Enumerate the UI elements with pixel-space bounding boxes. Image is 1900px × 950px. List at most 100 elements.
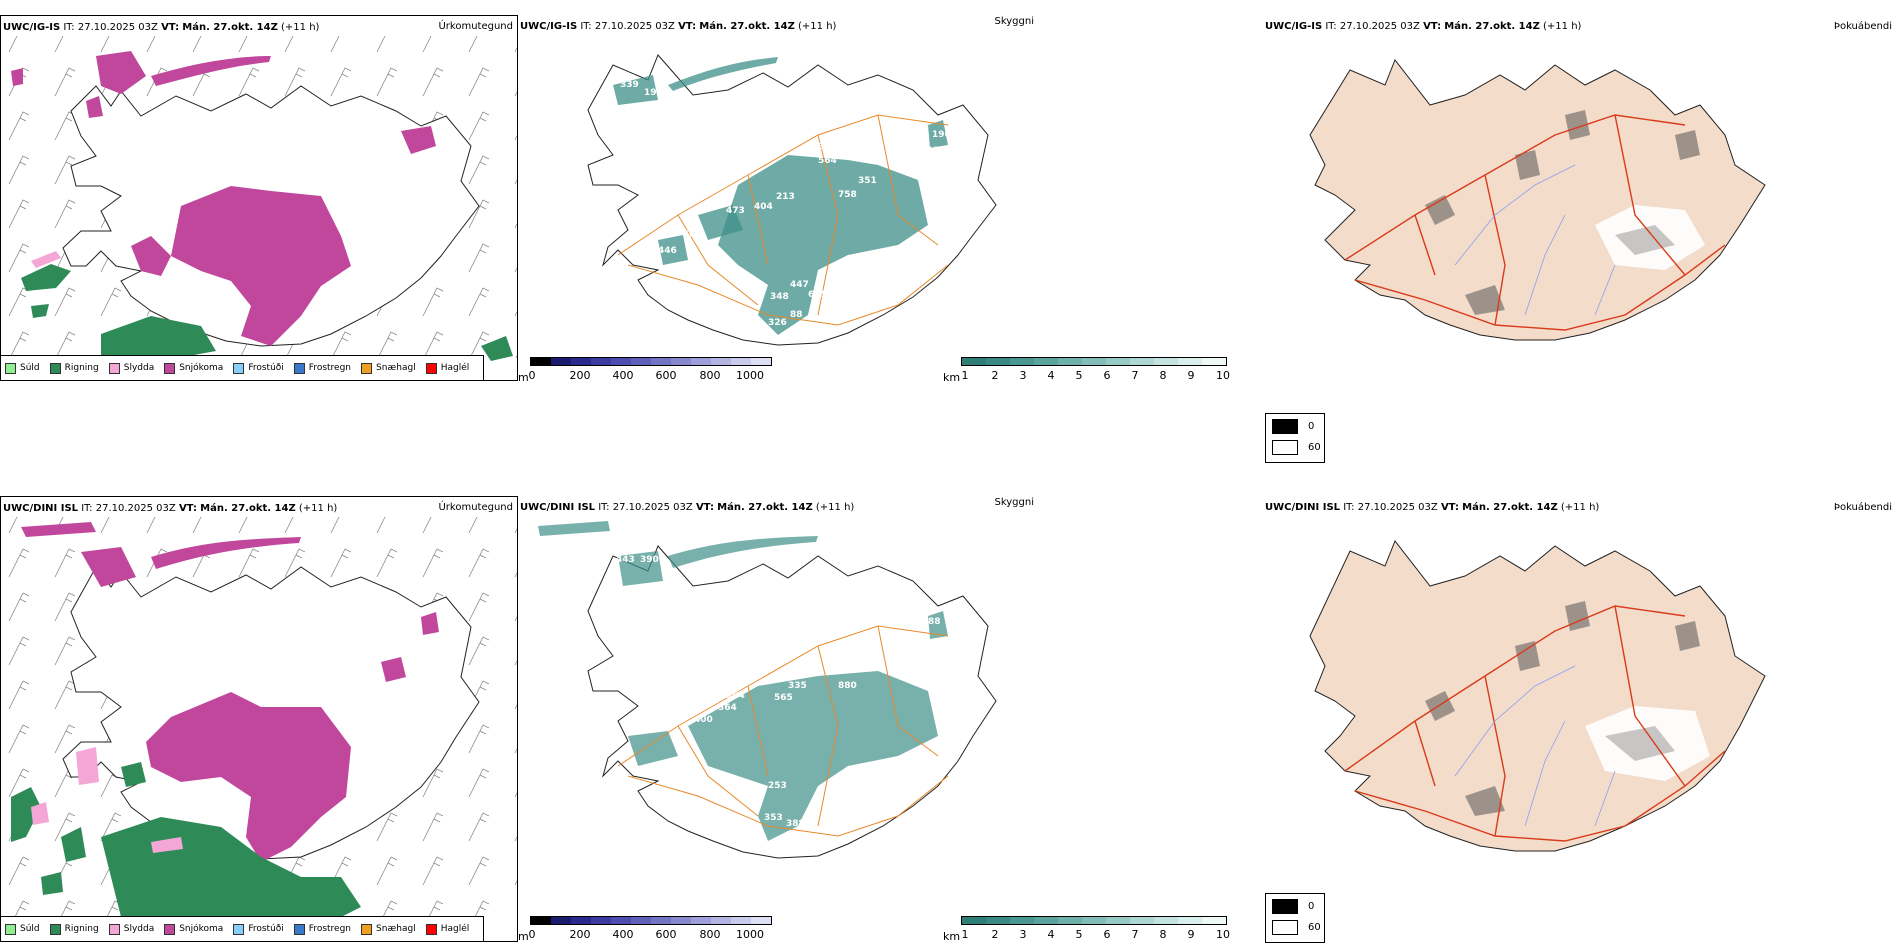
svg-text:880: 880	[838, 681, 857, 691]
visibility-colorbar: km 1 2 3 4 5 6 7 8 9 10	[943, 357, 1263, 391]
svg-text:339: 339	[620, 80, 639, 90]
svg-text:364: 364	[718, 703, 737, 713]
cloud-panel-ig: UWC/IG-IS IT: 27.10.2025 03Z VT: Mán. 27…	[518, 15, 1038, 381]
legend-swatch	[49, 923, 61, 935]
svg-text:213: 213	[776, 192, 795, 202]
legend-item: Slydda	[108, 923, 154, 935]
svg-text:351: 351	[858, 176, 877, 186]
svg-text:50: 50	[938, 190, 951, 200]
cloud-title: Skyggni	[994, 497, 1034, 508]
svg-text:335: 335	[788, 681, 807, 691]
svg-text:443: 443	[616, 555, 635, 565]
rain-areas	[21, 264, 513, 361]
fog-legend: 0 60	[1265, 413, 1325, 463]
legend-item: Súld	[5, 362, 40, 374]
header-dini-3: UWC/DINI ISL IT: 27.10.2025 03Z VT: Mán.…	[1265, 502, 1600, 513]
sleet-areas	[31, 251, 61, 268]
legend-item: Rigning	[49, 923, 99, 935]
svg-text:758: 758	[838, 190, 857, 200]
legend-item: Frostúði	[233, 923, 284, 935]
ceiling-swatches	[530, 357, 772, 366]
iceland-land	[1309, 59, 1766, 341]
snow-areas	[11, 51, 436, 346]
legend-swatch	[108, 923, 120, 935]
ceiling-colorbar: m 0 200 400 600 800 1000	[518, 916, 772, 950]
precip-map	[1, 36, 517, 361]
fog-map	[1309, 540, 1766, 852]
precip-panel-dini: UWC/DINI ISL IT: 27.10.2025 03Z VT: Mán.…	[0, 496, 518, 942]
svg-text:95: 95	[844, 290, 857, 300]
orange-roads	[617, 625, 949, 837]
cloud-panel-dini: UWC/DINI ISL IT: 27.10.2025 03Z VT: Mán.…	[518, 496, 1038, 942]
svg-text:88: 88	[790, 310, 803, 320]
visibility-labels: 443 390 318 88 734 313 880 335 364 565 3…	[602, 555, 953, 829]
visibility-shading	[613, 57, 948, 335]
svg-text:235: 235	[606, 108, 625, 118]
fog-panel-dini: UWC/DINI ISL IT: 27.10.2025 03Z VT: Mán.…	[1265, 496, 1900, 942]
visibility-labels: 339 190 235 423 564 196 86 758 351 473 2…	[606, 80, 951, 328]
svg-text:318: 318	[602, 583, 621, 593]
precip-legend: Súld Rigning Slydda Snjókoma Frostúði Fr…	[1, 916, 485, 941]
legend-swatch	[425, 362, 437, 374]
legend-item: Frostregn	[293, 923, 351, 935]
legend-item: Haglél	[425, 362, 469, 374]
precip-title: Úrkomutegund	[438, 502, 513, 513]
legend-item: Frostúði	[233, 362, 284, 374]
precip-map	[1, 517, 517, 937]
svg-text:88: 88	[928, 617, 941, 627]
svg-text:341: 341	[934, 683, 953, 693]
legend-item: Rigning	[49, 362, 99, 374]
svg-text:447: 447	[790, 280, 809, 290]
visibility-map: 443 390 318 88 734 313 880 335 364 565 3…	[538, 521, 997, 859]
fog-map	[1309, 59, 1766, 341]
svg-text:423: 423	[806, 142, 825, 152]
visibility-map: 339 190 235 423 564 196 86 758 351 473 2…	[587, 54, 997, 346]
ceiling-colorbar: m 0 200 400 600 800 1000	[518, 357, 772, 391]
precip-title: Úrkomutegund	[438, 21, 513, 32]
fog-panel-ig: UWC/IG-IS IT: 27.10.2025 03Z VT: Mán. 27…	[1265, 15, 1900, 381]
legend-swatch	[293, 923, 305, 935]
legend-swatch	[293, 362, 305, 374]
svg-text:473: 473	[726, 206, 745, 216]
legend-swatch	[361, 923, 373, 935]
svg-text:86: 86	[926, 146, 939, 156]
legend-item: Snæhagl	[361, 923, 416, 935]
legend-swatch	[164, 362, 176, 374]
legend-swatch	[361, 362, 373, 374]
sleet-areas	[31, 747, 183, 853]
legend-swatch	[5, 362, 16, 374]
fog-title: Þokuábendi	[1833, 21, 1892, 32]
rivers	[1454, 164, 1616, 316]
visibility-swatches	[961, 916, 1227, 925]
rivers	[1454, 665, 1616, 827]
fog-shading	[1425, 110, 1705, 315]
legend-item: Haglél	[425, 923, 469, 935]
visibility-shading	[538, 521, 948, 841]
cloud-title: Skyggni	[994, 16, 1034, 27]
svg-text:348: 348	[770, 292, 789, 302]
svg-text:565: 565	[774, 693, 793, 703]
header-ig: UWC/IG-IS IT: 27.10.2025 03Z VT: Mán. 27…	[3, 22, 320, 33]
svg-text:388: 388	[786, 819, 805, 829]
svg-text:734: 734	[858, 647, 877, 657]
legend-swatch	[49, 362, 61, 374]
header-ig-2: UWC/IG-IS IT: 27.10.2025 03Z VT: Mán. 27…	[520, 21, 837, 32]
svg-text:501: 501	[683, 230, 702, 240]
visibility-colorbar: km 1 2 3 4 5 6 7 8 9 10	[943, 916, 1263, 950]
legend-item: Frostregn	[293, 362, 351, 374]
legend-item: Snæhagl	[361, 362, 416, 374]
legend-item: Snjókoma	[164, 923, 223, 935]
snow-areas	[21, 522, 439, 862]
precip-legend: Súld Rigning Slydda Snjókoma Frostúði Fr…	[1, 355, 485, 380]
header-dini: UWC/DINI ISL IT: 27.10.2025 03Z VT: Mán.…	[3, 503, 338, 514]
svg-text:50: 50	[938, 206, 951, 216]
svg-text:190: 190	[644, 88, 663, 98]
svg-text:313: 313	[854, 663, 873, 673]
red-roads	[1344, 605, 1726, 842]
svg-text:326: 326	[768, 318, 787, 328]
visibility-swatches	[961, 357, 1227, 366]
legend-item: Snjókoma	[164, 362, 223, 374]
svg-text:303: 303	[932, 699, 951, 709]
legend-swatch	[164, 923, 176, 935]
svg-text:404: 404	[754, 202, 773, 212]
